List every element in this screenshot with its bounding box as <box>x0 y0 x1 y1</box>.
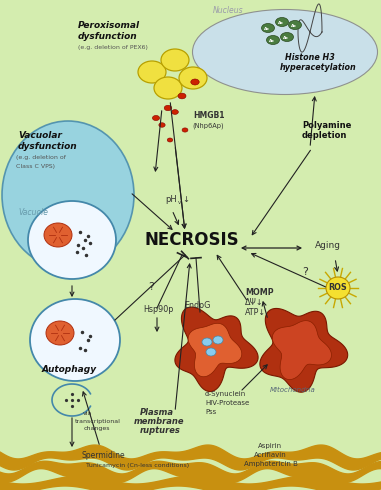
Ellipse shape <box>179 67 207 89</box>
Text: Ac: Ac <box>291 24 297 28</box>
Ellipse shape <box>275 18 288 26</box>
Ellipse shape <box>152 116 160 121</box>
Text: Vacuole: Vacuole <box>18 208 48 217</box>
Ellipse shape <box>326 277 350 299</box>
Text: Aspirin: Aspirin <box>258 443 282 449</box>
Text: Mitochondria: Mitochondria <box>270 387 316 393</box>
Text: Histone H3: Histone H3 <box>285 53 335 62</box>
Polygon shape <box>175 307 258 392</box>
Text: ATP↓: ATP↓ <box>245 308 266 317</box>
Ellipse shape <box>30 299 120 381</box>
Text: Ac: Ac <box>278 21 284 25</box>
Ellipse shape <box>46 321 74 345</box>
Ellipse shape <box>192 9 378 95</box>
Polygon shape <box>188 323 242 377</box>
Text: Nucleus: Nucleus <box>213 6 243 15</box>
Text: Ac: Ac <box>283 36 289 40</box>
Text: Pss: Pss <box>205 409 216 415</box>
Text: Autophagy: Autophagy <box>42 365 97 374</box>
Text: pH: pH <box>165 195 177 204</box>
Text: ?: ? <box>148 282 154 292</box>
Ellipse shape <box>154 77 182 99</box>
Ellipse shape <box>159 123 165 127</box>
Ellipse shape <box>280 32 293 42</box>
Text: Amphotericin B: Amphotericin B <box>244 461 298 467</box>
Ellipse shape <box>191 79 199 85</box>
Text: Acriflavin: Acriflavin <box>254 452 287 458</box>
Ellipse shape <box>44 223 72 247</box>
Ellipse shape <box>2 121 134 269</box>
Text: ?: ? <box>302 267 308 277</box>
Text: (Nhp6Ap): (Nhp6Ap) <box>192 122 224 128</box>
Text: dysfunction: dysfunction <box>18 142 78 151</box>
Text: Aging: Aging <box>315 241 341 250</box>
Ellipse shape <box>178 93 186 99</box>
Ellipse shape <box>261 24 274 32</box>
Text: α-Synuclein: α-Synuclein <box>205 391 246 397</box>
Ellipse shape <box>213 336 223 344</box>
Text: Spermidine: Spermidine <box>82 451 126 460</box>
Text: Ac: Ac <box>264 27 270 31</box>
Ellipse shape <box>266 35 280 45</box>
Ellipse shape <box>206 348 216 356</box>
Text: Ac: Ac <box>269 39 275 43</box>
Text: Class C VPS): Class C VPS) <box>16 164 55 169</box>
Text: v: v <box>178 200 181 205</box>
Ellipse shape <box>288 21 301 29</box>
Text: HIV-Protease: HIV-Protease <box>205 400 249 406</box>
Ellipse shape <box>164 105 172 111</box>
Text: EndoG: EndoG <box>184 301 210 310</box>
Polygon shape <box>272 320 331 380</box>
Text: MOMP: MOMP <box>245 288 274 297</box>
Ellipse shape <box>161 49 189 71</box>
Polygon shape <box>260 308 348 392</box>
Text: membrane: membrane <box>134 417 184 426</box>
Text: Tunicamycin (Cn-less conditions): Tunicamycin (Cn-less conditions) <box>86 463 189 468</box>
Text: ruptures: ruptures <box>140 426 181 435</box>
Text: via: via <box>83 411 92 416</box>
Text: Polyamine: Polyamine <box>302 121 351 130</box>
Text: transcriptional: transcriptional <box>75 419 121 424</box>
Ellipse shape <box>138 61 166 83</box>
Ellipse shape <box>28 201 116 279</box>
Text: changes: changes <box>84 426 110 431</box>
Text: HMGB1: HMGB1 <box>193 111 224 120</box>
Text: hyperacetylation: hyperacetylation <box>280 63 357 72</box>
Text: Plasma: Plasma <box>140 408 174 417</box>
Text: Vacuolar: Vacuolar <box>18 131 62 140</box>
Ellipse shape <box>167 138 173 142</box>
Text: ROS: ROS <box>329 283 347 292</box>
Ellipse shape <box>202 338 212 346</box>
Text: Peroxisomal: Peroxisomal <box>78 21 140 30</box>
Text: NECROSIS: NECROSIS <box>145 231 239 249</box>
Text: ΔΨ↓: ΔΨ↓ <box>245 298 264 307</box>
Text: (e.g. deletion of: (e.g. deletion of <box>16 155 66 160</box>
Ellipse shape <box>182 128 188 132</box>
Text: Hsp90p: Hsp90p <box>143 305 173 314</box>
Text: ↓: ↓ <box>182 195 189 204</box>
Text: (e.g. deletion of PEX6): (e.g. deletion of PEX6) <box>78 45 148 50</box>
Text: depletion: depletion <box>302 131 347 140</box>
Ellipse shape <box>171 110 178 114</box>
Text: dysfunction: dysfunction <box>78 32 138 41</box>
